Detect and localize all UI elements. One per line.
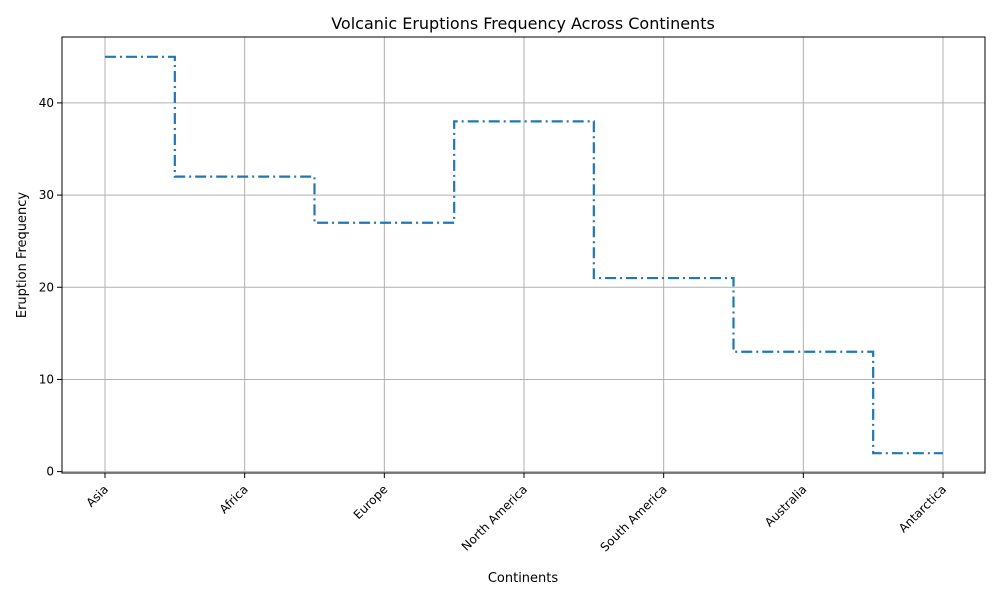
x-tick-label: Asia bbox=[83, 482, 111, 510]
y-tick-label: 10 bbox=[39, 372, 54, 386]
x-tick-label: Australia bbox=[762, 482, 809, 529]
x-tick-label: Europe bbox=[351, 482, 391, 522]
x-axis-label: Continents bbox=[488, 571, 559, 586]
x-tick-label: Africa bbox=[217, 482, 251, 516]
series-step-line bbox=[105, 55, 943, 455]
y-axis-label: Eruption Frequency bbox=[15, 192, 30, 319]
y-tick-label: 40 bbox=[39, 96, 54, 110]
series-layer bbox=[105, 55, 943, 455]
x-tick-label: South America bbox=[598, 482, 670, 554]
grid-layer bbox=[62, 37, 985, 473]
chart-title: Volcanic Eruptions Frequency Across Cont… bbox=[331, 14, 715, 33]
x-tick-label: Antarctica bbox=[896, 482, 949, 535]
y-tick-label: 0 bbox=[46, 465, 54, 479]
y-tick-label: 20 bbox=[39, 280, 54, 294]
y-tick-label: 30 bbox=[39, 188, 54, 202]
x-tick-label: North America bbox=[459, 482, 530, 553]
